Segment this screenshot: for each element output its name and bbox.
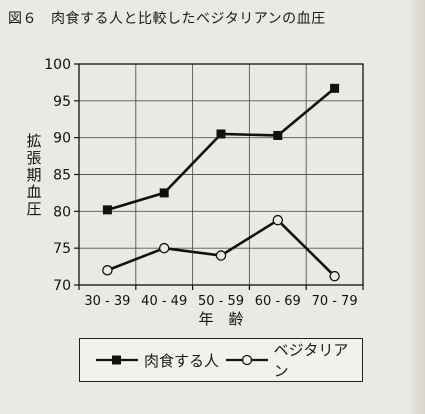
data-point-circle	[329, 270, 340, 282]
figure-title: 図６ 肉食する人と比較したベジタリアンの血圧	[8, 8, 326, 28]
filled-square-marker-icon	[96, 355, 138, 365]
y-axis-label: 拡張期血圧	[26, 132, 41, 218]
y-axis-ticks: 70 75 80 85 90 95 100	[44, 57, 79, 294]
data-point-square	[330, 83, 340, 93]
x-tick-label: 70 - 79	[312, 294, 358, 309]
y-tick-label: 100	[44, 57, 71, 73]
series-line-1	[107, 87, 336, 212]
y-tick-label: 80	[53, 204, 71, 220]
data-point-square	[273, 130, 283, 140]
y-axis-label-char: 張	[26, 149, 41, 167]
data-point-circle	[215, 250, 227, 261]
legend: 肉食する人 ベジタリアン	[79, 338, 363, 382]
page-edge	[411, 0, 425, 414]
y-axis-label-char: 血	[26, 183, 41, 201]
y-tick-label: 75	[53, 241, 71, 257]
x-axis-ticks: 30 - 39 40 - 49 50 - 59 60 - 69 70 - 79	[78, 285, 364, 309]
data-point-circle	[102, 265, 113, 276]
legend-label-series-1: 肉食する人	[144, 351, 220, 370]
y-axis-label-char: 圧	[26, 200, 41, 218]
data-point-square	[159, 188, 169, 198]
x-axis-label: 年 齢	[198, 310, 243, 328]
legend-label-series-2: ベジタリアン	[273, 341, 349, 380]
data-point-square	[216, 129, 226, 139]
legend-item-series-2: ベジタリアン	[226, 341, 362, 380]
x-tick-label: 50 - 59	[198, 294, 244, 309]
x-tick-label: 30 - 39	[84, 294, 130, 309]
x-tick-label: 40 - 49	[141, 294, 187, 309]
y-tick-label: 95	[53, 94, 71, 110]
data-point-square	[102, 205, 112, 215]
y-tick-label: 70	[53, 278, 71, 294]
legend-item-series-1: 肉食する人	[96, 350, 219, 370]
figure-number: 図６	[8, 11, 37, 27]
data-point-circle	[158, 242, 170, 254]
y-tick-label: 90	[53, 131, 71, 147]
series-layer	[102, 83, 340, 282]
y-tick-label: 85	[53, 168, 71, 184]
data-point-circle	[272, 214, 284, 226]
y-axis-label-char: 期	[26, 166, 41, 184]
figure-title-text: 肉食する人と比較したベジタリアンの血圧	[51, 11, 326, 27]
x-tick-label: 60 - 69	[255, 294, 301, 309]
open-circle-marker-icon	[226, 354, 268, 366]
y-axis-label-char: 拡	[26, 132, 41, 150]
